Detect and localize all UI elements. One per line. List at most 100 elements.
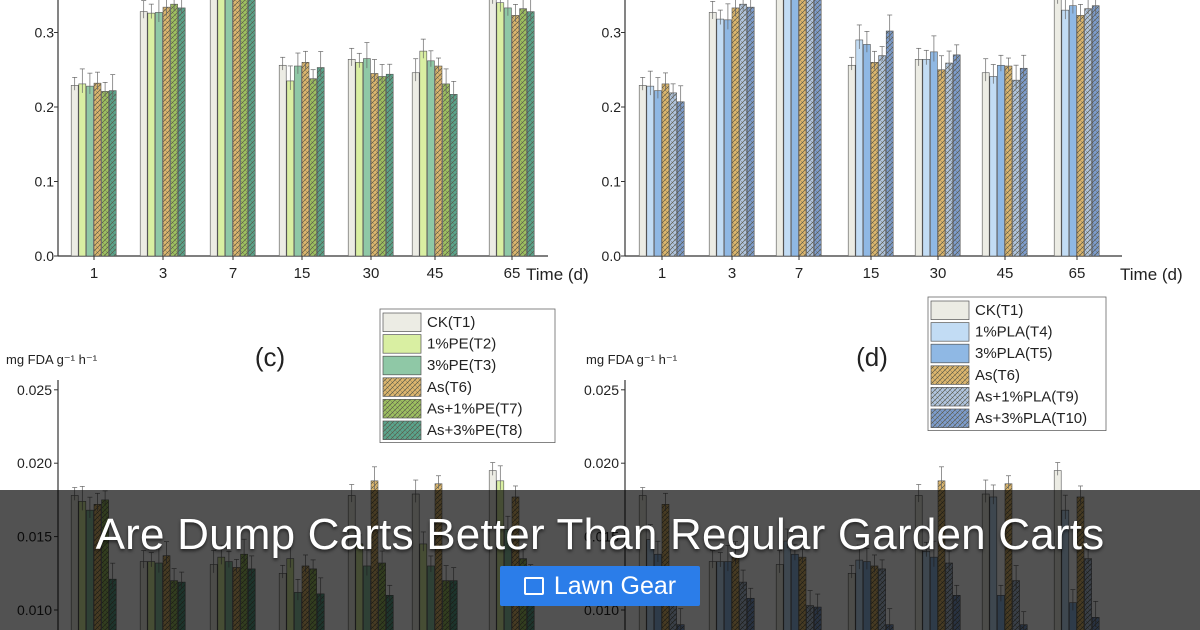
y-tick-label: 0.1 bbox=[602, 174, 622, 190]
x-tick-label: 30 bbox=[363, 265, 380, 282]
bar-as-1-pla-t9-30 bbox=[945, 62, 953, 256]
bar-as-t6-45 bbox=[1004, 65, 1013, 256]
bar-as-1-pla-t9-3 bbox=[739, 3, 747, 256]
bar-as-3-pla-t10-30 bbox=[952, 54, 961, 256]
bar-1-pla-t4-30 bbox=[922, 59, 931, 256]
bar-as-t6-1 bbox=[93, 82, 102, 256]
bar-3-pe-t3-3 bbox=[155, 12, 163, 256]
bar-1-pe-t2-3 bbox=[147, 12, 156, 256]
legend-label-3-pe-t3: 3%PE(T3) bbox=[427, 357, 496, 374]
bar-as-t6-65 bbox=[511, 15, 520, 256]
bar-group bbox=[70, 0, 535, 256]
bar-as-1-pe-t7-3 bbox=[170, 3, 178, 256]
bar-ck-t1-65 bbox=[488, 0, 497, 256]
y-tick-label: 0.2 bbox=[602, 99, 622, 115]
bar-as-1-pe-t7-7 bbox=[240, 0, 248, 256]
x-tick-label: 1 bbox=[658, 265, 666, 282]
bar-as-t6-7 bbox=[232, 0, 241, 256]
bar-1-pe-t2-65 bbox=[496, 2, 505, 256]
chart-panel-2: 0.0 0.1 0.2 0.3 1 3 7 15 30 45 65 Time (d) bbox=[602, 0, 1183, 284]
bar-as-t6-3 bbox=[162, 6, 171, 256]
bar-as-3-pla-t10-45 bbox=[1019, 67, 1028, 256]
bar-as-3-pla-t10-3 bbox=[746, 6, 755, 256]
bar-ck-t1-1 bbox=[638, 85, 647, 256]
bar-ck-t1-15 bbox=[278, 64, 287, 256]
folder-icon bbox=[523, 577, 544, 595]
bar-ck-t1-30 bbox=[347, 59, 356, 256]
bar-as-t6-65 bbox=[1076, 15, 1085, 256]
legend-label-as-3-pe-t8: As+3%PE(T8) bbox=[427, 422, 522, 439]
x-tick-label: 7 bbox=[795, 265, 803, 282]
legend-swatch-ck-t1 bbox=[382, 312, 422, 332]
bar-1-pla-t4-45 bbox=[989, 76, 998, 256]
bar-as-1-pe-t7-1 bbox=[101, 91, 109, 256]
bar-as-3-pla-t10-15 bbox=[885, 30, 894, 256]
x-tick-label: 15 bbox=[863, 265, 880, 282]
bar-as-1-pe-t7-30 bbox=[378, 76, 386, 256]
y-tick-label: 0.0 bbox=[602, 248, 622, 264]
bar-as-1-pla-t9-45 bbox=[1012, 79, 1020, 256]
bar-3-pe-t3-45 bbox=[427, 60, 435, 256]
bar-as-1-pla-t9-1 bbox=[669, 92, 677, 256]
x-tick-label: 65 bbox=[1069, 265, 1086, 282]
bar-1-pla-t4-65 bbox=[1061, 9, 1070, 256]
bar-1-pe-t2-15 bbox=[286, 80, 295, 256]
bar-ck-t1-45 bbox=[981, 72, 990, 256]
bar-ck-t1-3 bbox=[139, 11, 148, 256]
y-tick-label: 0.2 bbox=[35, 99, 55, 115]
bar-3-pla-t5-65 bbox=[1069, 5, 1077, 256]
bar-1-pe-t2-1 bbox=[78, 83, 87, 256]
y-axis-title: mg FDA g⁻¹ h⁻¹ bbox=[6, 352, 98, 367]
bar-3-pla-t5-30 bbox=[930, 51, 938, 256]
bar-3-pla-t5-45 bbox=[997, 64, 1005, 256]
bar-1-pe-t2-45 bbox=[419, 50, 428, 256]
bar-ck-t1-1 bbox=[70, 85, 79, 256]
bar-as-t6-15 bbox=[870, 61, 879, 256]
category-badge[interactable]: Lawn Gear bbox=[500, 566, 700, 606]
y-tick-label: 0.3 bbox=[602, 25, 622, 41]
legend-label-3-pla-t5: 3%PLA(T5) bbox=[975, 345, 1053, 362]
y-tick-label: 0.025 bbox=[17, 382, 52, 398]
category-label: Lawn Gear bbox=[553, 571, 677, 600]
legend-swatch-as-1-pla-t9 bbox=[930, 387, 970, 407]
bar-as-1-pla-t9-65 bbox=[1084, 8, 1092, 256]
bar-as-3-pe-t8-3 bbox=[177, 7, 186, 256]
bar-as-t6-1 bbox=[661, 83, 670, 256]
bar-1-pe-t2-30 bbox=[355, 61, 364, 256]
legend: CK(T1) 1%PLA(T4) 3%PLA(T5) As(T6) As+1%PLA(T… bbox=[927, 296, 1107, 432]
bar-as-1-pe-t7-45 bbox=[442, 83, 450, 256]
bar-group bbox=[638, 0, 1100, 256]
legend-label-as-1-pe-t7: As+1%PE(T7) bbox=[427, 400, 522, 417]
legend: CK(T1) 1%PE(T2) 3%PE(T3) As(T6) As+1%PE(T7) A… bbox=[379, 308, 556, 444]
legend-swatch-as-1-pe-t7 bbox=[382, 399, 422, 419]
y-tick-label: 0.0 bbox=[35, 248, 55, 264]
bar-as-t6-45 bbox=[434, 65, 443, 256]
legend-swatch-3-pla-t5 bbox=[930, 343, 970, 364]
x-axis-title: Time (d) bbox=[1120, 265, 1183, 284]
bar-ck-t1-7 bbox=[775, 0, 784, 256]
bar-as-3-pe-t8-30 bbox=[385, 73, 394, 256]
bar-3-pla-t5-1 bbox=[654, 90, 662, 256]
bar-3-pe-t3-1 bbox=[86, 85, 94, 256]
bar-3-pla-t5-3 bbox=[724, 19, 732, 256]
y-axis-title: mg FDA g⁻¹ h⁻¹ bbox=[586, 352, 678, 367]
bar-as-1-pe-t7-15 bbox=[309, 78, 317, 256]
legend-swatch-1-pe-t2 bbox=[382, 334, 422, 354]
x-tick-label: 45 bbox=[427, 265, 444, 282]
bar-ck-t1-30 bbox=[914, 59, 923, 256]
bar-3-pe-t3-65 bbox=[504, 7, 512, 256]
bar-as-t6-7 bbox=[798, 0, 807, 256]
y-tick-label: 0.3 bbox=[35, 25, 55, 41]
bar-as-1-pla-t9-15 bbox=[878, 55, 886, 256]
bar-as-1-pe-t7-65 bbox=[519, 8, 527, 256]
legend-swatch-ck-t1 bbox=[930, 300, 970, 320]
bar-3-pe-t3-30 bbox=[363, 58, 371, 256]
bar-3-pe-t3-15 bbox=[294, 65, 302, 256]
legend-label-1-pe-t2: 1%PE(T2) bbox=[427, 336, 496, 353]
article-headline: Are Dump Carts Better Than Regular Garde… bbox=[95, 510, 1105, 559]
y-tick-label: 0.020 bbox=[584, 455, 619, 471]
legend-swatch-3-pe-t3 bbox=[382, 355, 422, 376]
y-tick-label: 0.1 bbox=[35, 174, 55, 190]
bar-1-pla-t4-1 bbox=[646, 85, 655, 256]
legend-swatch-as-3-pe-t8 bbox=[382, 420, 422, 440]
